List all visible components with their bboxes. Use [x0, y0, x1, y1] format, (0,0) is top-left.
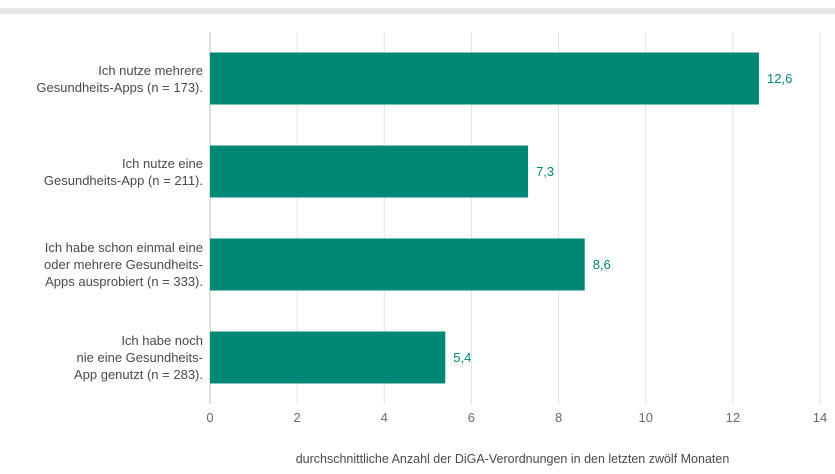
bar	[210, 331, 446, 384]
x-axis-title: durchschnittliche Anzahl der DiGA-Verord…	[295, 452, 730, 466]
bar	[210, 52, 759, 105]
x-tick-label: 14	[813, 410, 827, 425]
top-rule	[0, 8, 835, 14]
category-label: Ich habe schon einmal eine oder mehrere …	[44, 240, 203, 289]
bar	[210, 145, 529, 198]
x-tick-label: 8	[555, 410, 562, 425]
x-tick-label: 4	[381, 410, 388, 425]
x-tick-label: 6	[468, 410, 475, 425]
bar-value-label: 12,6	[767, 71, 792, 86]
bar	[210, 238, 585, 291]
category-label: Ich nutze mehrere Gesundheits-Apps (n = …	[36, 62, 203, 95]
category-label: Ich nutze eine Gesundheits-App (n = 211)…	[43, 155, 203, 188]
x-tick-label: 0	[206, 410, 213, 425]
category-label: Ich habe noch nie eine Gesundheits- App …	[73, 333, 203, 382]
bar-value-label: 7,3	[536, 164, 554, 179]
x-tick-label: 2	[294, 410, 301, 425]
x-tick-label: 10	[638, 410, 652, 425]
x-tick-label: 12	[726, 410, 740, 425]
bar-value-label: 5,4	[453, 350, 471, 365]
bar-value-label: 8,6	[593, 257, 611, 272]
